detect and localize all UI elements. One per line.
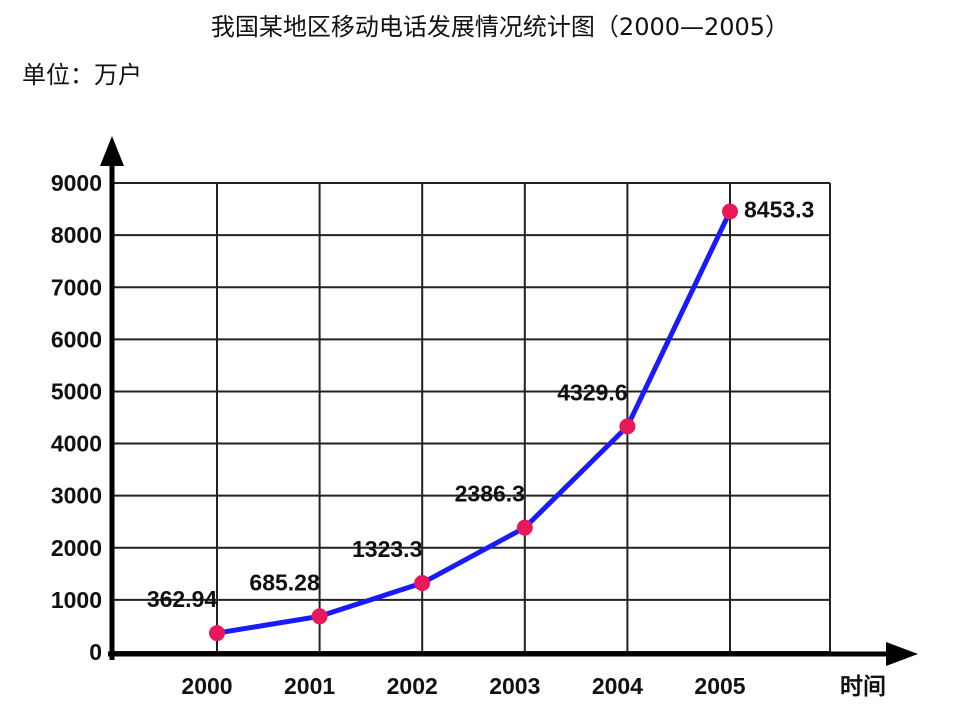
x-tick-label: 2002 [387, 673, 438, 699]
y-tick-label: 4000 [51, 431, 102, 457]
y-tick-label: 9000 [51, 170, 102, 196]
y-tick-label: 8000 [51, 222, 102, 248]
x-tick-label: 2003 [489, 673, 540, 699]
x-tick-label: 2005 [694, 673, 745, 699]
y-axis-arrow [100, 136, 124, 166]
data-label: 1323.3 [352, 536, 422, 562]
data-label: 685.28 [249, 569, 320, 595]
point [414, 575, 431, 592]
y-tick-label: 1000 [51, 587, 102, 613]
y-tick-label: 7000 [51, 274, 102, 300]
point [619, 418, 636, 435]
data-label: 2386.3 [455, 481, 525, 507]
x-tick-label: 2004 [592, 673, 643, 699]
x-axis-label: 时间 [840, 673, 886, 699]
y-tick-label: 3000 [51, 483, 102, 509]
x-tick-label: 2000 [181, 673, 232, 699]
point [209, 625, 225, 642]
x-axis-arrow [886, 642, 918, 666]
line [216, 210, 733, 636]
unit-label: 单位：万户 [22, 61, 142, 89]
y-tick-label: 0 [89, 639, 102, 665]
point [516, 519, 533, 536]
y-tick-label: 6000 [51, 326, 102, 352]
data-label: 4329.6 [557, 379, 627, 405]
y-tick-label: 5000 [51, 379, 102, 405]
point [722, 203, 738, 220]
data-label: 362.94 [147, 586, 218, 612]
data-label: 8453.3 [744, 197, 814, 223]
grid [112, 182, 831, 653]
x-tick-label: 2001 [284, 673, 335, 699]
chart-title: 我国某地区移动电话发展情况统计图（2000—2005） [211, 13, 789, 41]
y-tick-label: 2000 [51, 535, 102, 561]
point [311, 608, 328, 625]
